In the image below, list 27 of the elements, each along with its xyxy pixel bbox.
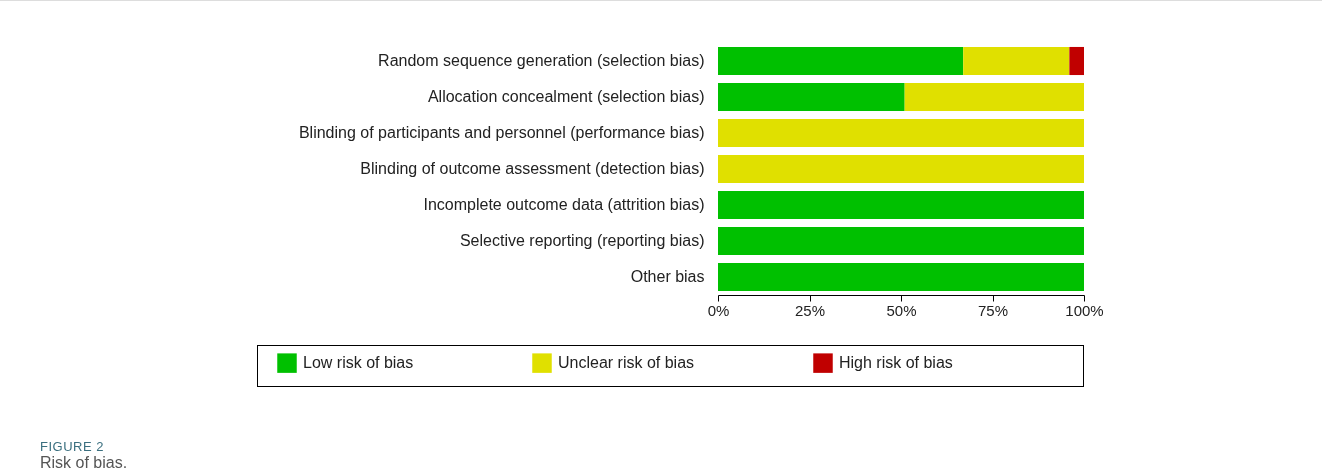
y-tick-label: Other bias — [630, 268, 705, 285]
legend-label: High risk of bias — [839, 354, 953, 372]
x-tick-label: 0% — [707, 301, 730, 319]
y-tick-label: Selective reporting (reporting bias) — [459, 232, 705, 249]
x-tick-label: 75% — [977, 301, 1009, 319]
x-tick-label: 25% — [794, 301, 826, 319]
y-tick-label: Random sequence generation (selection bias) — [378, 52, 705, 69]
bar — [904, 82, 1084, 112]
y-tick-label: Incomplete outcome data (attrition bias) — [423, 196, 705, 213]
x-tick-label: 100% — [1065, 301, 1104, 319]
bar — [1069, 46, 1084, 76]
bar — [718, 190, 1084, 220]
bar — [718, 154, 1084, 184]
bar — [963, 46, 1070, 76]
bar — [718, 82, 905, 112]
bar — [718, 46, 964, 76]
caption: FIGURE 2 — [40, 439, 105, 454]
x-tick-label: 50% — [886, 301, 917, 319]
y-tick-label: Blinding of outcome assessment (detection bias) — [360, 160, 705, 177]
y-tick-label: Blinding of participants and personnel (performance bias) — [298, 124, 705, 141]
bar — [718, 262, 1084, 292]
bar — [718, 118, 1084, 148]
bar — [718, 226, 1084, 256]
legend-label: Unclear risk of bias — [558, 354, 695, 372]
y-tick-label: Allocation concealment (selection bias) — [427, 88, 705, 105]
legend-label: Low risk of bias — [303, 354, 414, 372]
text: Risk of bias. — [40, 454, 128, 472]
